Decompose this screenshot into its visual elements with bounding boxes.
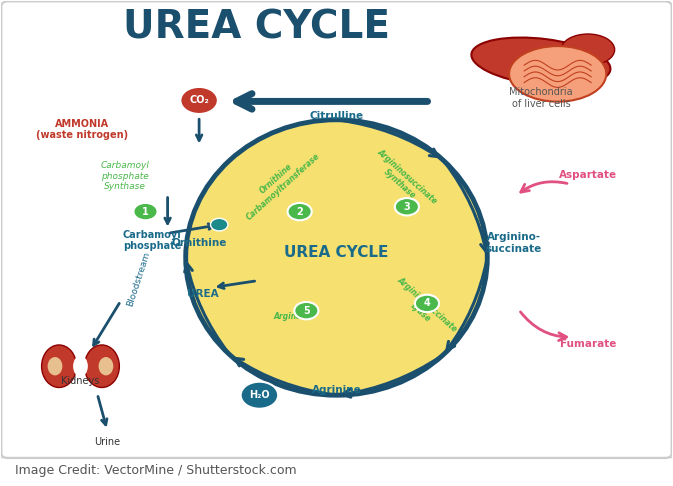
Ellipse shape (42, 345, 77, 387)
Circle shape (211, 218, 228, 231)
Circle shape (415, 295, 439, 312)
Text: AMMONIA
(waste nitrogen): AMMONIA (waste nitrogen) (36, 119, 128, 140)
Ellipse shape (85, 345, 119, 387)
Circle shape (133, 203, 157, 220)
Text: 3: 3 (404, 202, 411, 212)
Circle shape (241, 382, 278, 409)
Text: Urine: Urine (94, 437, 120, 447)
Circle shape (180, 87, 218, 114)
Text: Argininosuccinate
Lyase: Argininosuccinate Lyase (388, 275, 459, 341)
Ellipse shape (73, 356, 88, 377)
Circle shape (294, 302, 318, 319)
Text: 4: 4 (423, 298, 430, 309)
Circle shape (287, 203, 312, 220)
Text: UREA CYCLE: UREA CYCLE (284, 245, 389, 260)
Text: Aspartate: Aspartate (559, 171, 617, 180)
Ellipse shape (98, 357, 113, 375)
Text: 5: 5 (303, 306, 310, 315)
Text: UREA: UREA (186, 289, 218, 299)
Text: Carbamoyl
phosphate
Synthase: Carbamoyl phosphate Synthase (101, 161, 150, 191)
Text: Arginase: Arginase (274, 312, 312, 321)
Text: UREA CYCLE: UREA CYCLE (122, 9, 390, 47)
Text: Carbamoyl
phosphate: Carbamoyl phosphate (122, 230, 182, 251)
Text: Agrinine: Agrinine (312, 385, 361, 396)
Text: CO₂: CO₂ (189, 95, 209, 105)
Ellipse shape (561, 34, 614, 66)
Text: 2: 2 (296, 207, 303, 217)
Text: H₂O: H₂O (249, 390, 270, 400)
Text: Ornithine
Carbamoyltransferase: Ornithine Carbamoyltransferase (238, 143, 322, 222)
Text: Ornithine: Ornithine (172, 238, 227, 248)
Ellipse shape (186, 120, 487, 395)
Text: Citrulline: Citrulline (310, 111, 363, 122)
Ellipse shape (48, 357, 63, 375)
Text: Mitochondria
of liver cells: Mitochondria of liver cells (509, 87, 573, 109)
Text: Kidneys: Kidneys (61, 376, 100, 386)
Text: Argininosuccinate
Synthase: Argininosuccinate Synthase (368, 147, 439, 213)
Text: Bloodstream: Bloodstream (126, 251, 152, 308)
Text: Arginino-
succinate: Arginino- succinate (486, 232, 542, 254)
Ellipse shape (509, 46, 606, 102)
Circle shape (395, 198, 419, 215)
Ellipse shape (471, 37, 610, 86)
Text: Fumarate: Fumarate (560, 340, 616, 349)
Text: Image Credit: VectorMine / Shutterstock.com: Image Credit: VectorMine / Shutterstock.… (15, 464, 296, 477)
Text: 1: 1 (142, 207, 149, 217)
